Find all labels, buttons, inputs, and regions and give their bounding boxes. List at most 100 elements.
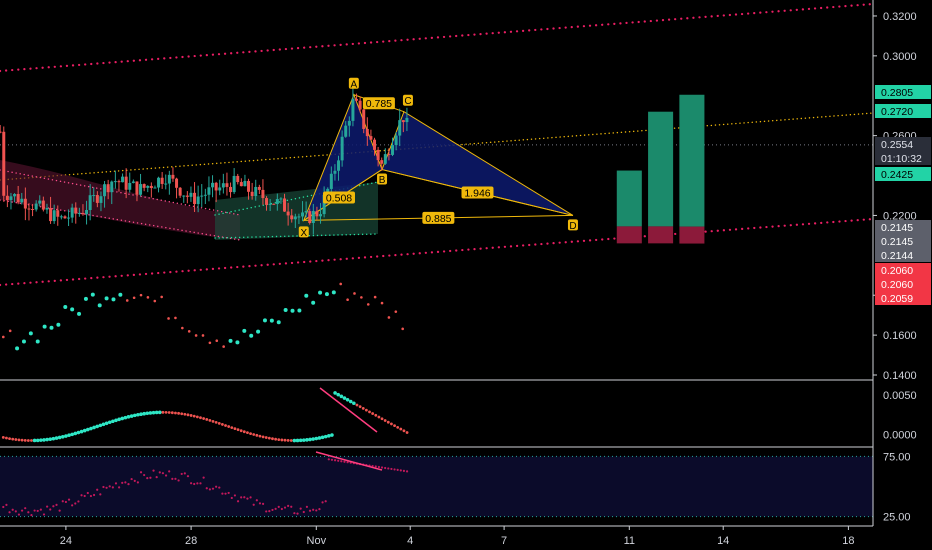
oscillator-dot	[32, 438, 37, 443]
rsi-dot	[5, 503, 8, 506]
oscillator-dot	[132, 413, 137, 418]
rsi-dot	[343, 460, 346, 463]
candle-body	[0, 131, 2, 133]
rsi-dot	[111, 486, 114, 489]
rsi-dot	[302, 510, 305, 514]
candle-body	[398, 120, 402, 136]
candle-body	[164, 183, 168, 185]
candle-body	[315, 210, 319, 217]
oscillator-tick-label: 0.0050	[883, 390, 917, 402]
rsi-dot	[180, 472, 183, 476]
indicator-dot	[160, 295, 163, 299]
time-axis[interactable]: 24 28 Nov 4 7 11 14 18	[0, 526, 873, 550]
candle-body	[23, 198, 27, 209]
oscillator-dot	[236, 428, 240, 432]
oscillator-dot	[142, 411, 146, 416]
indicator-dot	[77, 311, 82, 316]
oscillator-dot	[361, 407, 365, 410]
oscillator-dot	[227, 425, 231, 428]
candle-body	[9, 196, 13, 201]
time-tick-label: 11	[624, 535, 635, 547]
rsi-dot	[384, 466, 387, 470]
candle-body	[250, 191, 254, 197]
candle-body	[52, 210, 56, 222]
indicator-dot	[290, 308, 295, 313]
candle-body	[99, 196, 103, 203]
rsi-dot	[290, 505, 293, 508]
price-label-entry-text: 0.2145	[881, 222, 913, 234]
oscillator-dot	[1, 435, 5, 439]
mid-trend-line	[0, 112, 874, 181]
oscillator-pane[interactable]	[1, 387, 409, 443]
ratio-a-c-tag	[362, 97, 395, 110]
rsi-dot	[402, 469, 406, 472]
price-pane[interactable]: X A B C D 0.785 0.508 1.946 0.885	[0, 2, 932, 527]
candle-body	[373, 139, 377, 150]
candle-body	[401, 120, 405, 123]
indicator-dot	[187, 330, 191, 333]
oscillator-dot	[26, 439, 30, 442]
point-c-tag	[402, 94, 413, 106]
rsi-dot	[86, 491, 89, 495]
oscillator-dot	[60, 434, 65, 439]
indicator-dot	[49, 325, 54, 330]
rsi-dot	[133, 479, 136, 482]
indicator-dot	[346, 298, 349, 301]
indicator-dot	[153, 299, 157, 303]
oscillator-dot	[292, 438, 297, 443]
oscillator-dot	[192, 414, 196, 418]
time-tick-label: Nov	[307, 535, 327, 547]
candle-body	[297, 216, 301, 218]
rsi-dot	[77, 500, 80, 503]
rsi-dot	[246, 497, 249, 500]
rsi-dot	[380, 466, 384, 469]
rsi-dot	[236, 500, 240, 503]
candle-body	[380, 160, 384, 164]
oscillator-dot	[154, 410, 159, 415]
indicator-dot	[324, 292, 329, 297]
rsi-dot	[158, 471, 161, 474]
point-c-label: C	[404, 96, 411, 107]
indicator-dot	[167, 317, 170, 320]
rsi-dot	[305, 505, 309, 508]
rsi-dot	[55, 503, 58, 506]
indicator-dot	[318, 290, 323, 295]
rsi-dot	[196, 482, 199, 485]
candle-body	[20, 198, 24, 203]
indicator-dot	[8, 329, 12, 333]
rsi-dot	[152, 469, 155, 472]
rsi-dot	[114, 482, 118, 485]
candle-body	[121, 176, 125, 183]
oscillator-dot	[148, 411, 153, 415]
rsi-dot	[299, 507, 302, 510]
candle-body	[160, 177, 164, 184]
rsi-dot	[121, 481, 124, 484]
indicator-dot	[42, 324, 47, 329]
candle-body	[319, 214, 323, 217]
rsi-dot	[92, 493, 96, 497]
rsi-dot	[337, 459, 340, 462]
point-b-label: B	[379, 175, 386, 186]
point-a-tag	[348, 77, 359, 89]
indicator-dot	[360, 296, 363, 299]
oscillator-dot	[399, 427, 403, 431]
indicator-dot	[21, 339, 26, 344]
oscillator-dot	[242, 430, 246, 434]
point-x-tag	[298, 226, 309, 238]
oscillator-dot	[64, 434, 68, 438]
rsi-dot	[89, 494, 93, 498]
rsi-pane[interactable]	[0, 451, 873, 518]
rsi-dot	[215, 485, 218, 488]
oscillator-dot	[280, 438, 284, 442]
oscillator-dot	[54, 436, 59, 440]
candle-body	[268, 203, 272, 205]
time-tick-label: 24	[60, 535, 72, 547]
rsi-dot	[255, 499, 258, 502]
oscillator-dot	[107, 420, 112, 425]
price-label-stop	[875, 291, 931, 305]
candle-body	[394, 135, 398, 146]
candle-body	[85, 210, 89, 215]
price-axis[interactable]: 0.14000.16000.18000.22000.26000.30000.32…	[872, 0, 932, 550]
rsi-dot	[174, 477, 177, 480]
